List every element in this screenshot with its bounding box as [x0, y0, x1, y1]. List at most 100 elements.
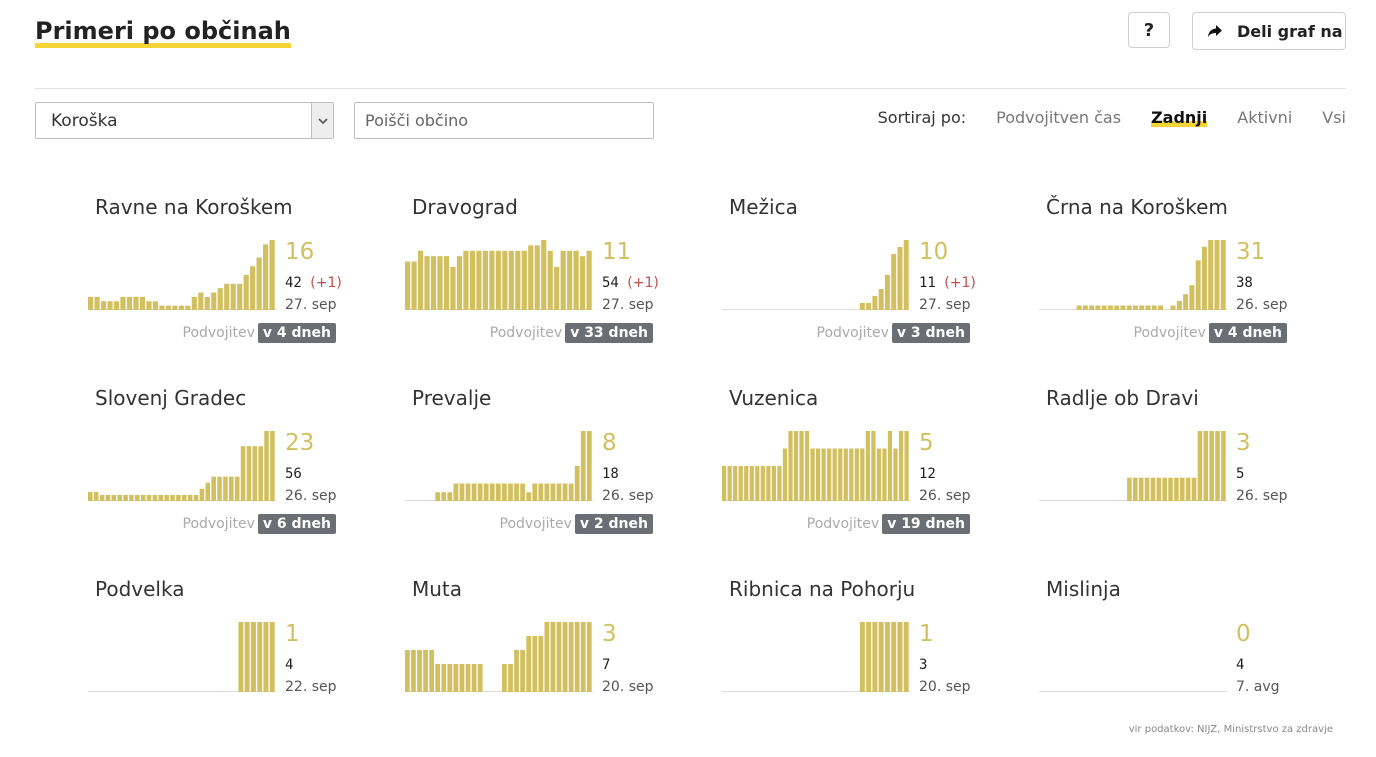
sparkline-bar	[191, 296, 197, 311]
sparkline-bar	[185, 305, 191, 311]
region-select[interactable]: Koroška	[35, 102, 334, 139]
share-arrow-icon	[1208, 25, 1222, 37]
sparkline-bar	[165, 305, 171, 311]
sparkline-bar	[471, 664, 477, 692]
sparkline-bar	[456, 256, 463, 310]
sparkline-bar	[544, 483, 550, 501]
sparkline-bar	[843, 448, 848, 501]
last-update-date: 20. sep	[602, 679, 654, 695]
sparkline-bar	[111, 494, 117, 501]
sparkline-bar	[405, 650, 410, 692]
municipality-card[interactable]: Slovenj Gradec 23 56 26. sep Podvojitev v 6 d…	[88, 386, 348, 556]
last-update-date: 27. sep	[919, 297, 971, 313]
sparkline-bar	[788, 431, 793, 501]
sparkline-bar	[573, 250, 579, 310]
doubling-label: Podvojitev	[489, 325, 563, 341]
total-cases-value: 42	[285, 275, 302, 291]
sparkline-chart	[88, 431, 276, 501]
sparkline-bar	[1168, 477, 1173, 501]
municipality-card[interactable]: Vuzenica 5 12 26. sep Podvojitev v 19 dneh	[722, 386, 982, 556]
sort-option-active[interactable]: Aktivni	[1237, 108, 1293, 127]
sparkline-bar	[411, 650, 416, 692]
active-cases: 3	[1236, 430, 1251, 456]
sparkline-bar	[176, 494, 181, 501]
sparkline-bar	[158, 494, 164, 501]
active-cases: 10	[919, 239, 949, 265]
sparkline-bar	[1220, 240, 1226, 310]
sparkline-bar	[893, 448, 898, 501]
sparkline-bar	[502, 664, 507, 692]
share-button[interactable]: Deli graf na	[1192, 12, 1346, 50]
sparkline-bar	[562, 622, 568, 692]
sparkline-bar	[1145, 305, 1151, 310]
sparkline-bar	[884, 275, 890, 310]
sparkline-chart	[722, 431, 910, 501]
sparkline-bar	[871, 431, 876, 501]
sparkline-bar	[105, 494, 111, 501]
sparkline-bar	[897, 622, 903, 692]
sparkline-chart	[88, 622, 276, 692]
last-update-date: 26. sep	[1236, 488, 1288, 504]
page-title: Primeri po občinah	[35, 14, 291, 48]
municipality-card[interactable]: Mislinja 0 4 7. avg	[1039, 577, 1299, 747]
municipality-card[interactable]: Radlje ob Dravi 3 5 26. sep	[1039, 386, 1299, 556]
sparkline-bar	[534, 245, 540, 310]
sparkline-bar	[872, 622, 878, 692]
sort-option-latest[interactable]: Zadnji	[1151, 108, 1208, 127]
sparkline-bar	[263, 622, 269, 692]
sparkline-bar	[580, 622, 586, 692]
municipality-card[interactable]: Dravograd 11 54 (+1) 27. sep Podvojitev v 33 …	[405, 195, 665, 365]
sparkline-bar	[459, 664, 465, 692]
sparkline-bar	[1082, 305, 1088, 310]
sparkline-bar	[223, 476, 228, 501]
active-cases: 5	[919, 430, 934, 456]
sort-option-all[interactable]: Vsi	[1322, 108, 1346, 127]
municipality-card[interactable]: Ravne na Koroškem 16 42 (+1) 27. sep Podvoji…	[88, 195, 348, 365]
sparkline-bar	[135, 494, 140, 501]
municipality-name: Radlje ob Dravi	[1046, 386, 1199, 410]
sparkline-bar	[580, 431, 586, 501]
municipality-card[interactable]: Prevalje 8 18 26. sep Podvojitev v 2 dneh	[405, 386, 665, 556]
doubling-badge: v 2 dneh	[574, 514, 653, 534]
municipality-card[interactable]: Podvelka 1 4 22. sep	[88, 577, 348, 747]
sparkline-bar	[562, 483, 568, 501]
municipality-card[interactable]: Črna na Koroškem 31 38 26. sep Podvojitev v 4…	[1039, 195, 1299, 365]
region-select-value: Koroška	[51, 110, 118, 131]
sparkline-bar	[1101, 305, 1107, 310]
sparkline-bar	[435, 664, 441, 692]
total-cases-value: 4	[1236, 657, 1245, 673]
sort-option-doubling[interactable]: Podvojitven čas	[996, 108, 1122, 127]
sparkline-bar	[749, 466, 754, 501]
sparkline-bar	[526, 492, 532, 501]
total-cases: 12	[919, 466, 936, 482]
sparkline-bar	[417, 250, 424, 310]
sparkline-bar	[441, 492, 447, 501]
municipality-card[interactable]: Muta 3 7 20. sep	[405, 577, 665, 747]
municipality-card[interactable]: Mežica 10 11 (+1) 27. sep Podvojitev v 3 dneh	[722, 195, 982, 365]
sparkline-bar	[437, 256, 443, 310]
sparkline-bar	[170, 494, 175, 501]
sparkline-bar	[859, 303, 865, 310]
sparkline-bar	[477, 483, 483, 501]
sparkline-bar	[230, 283, 236, 310]
sparkline-bar	[217, 288, 223, 311]
sparkline-bar	[1114, 305, 1120, 310]
sparkline-bar	[547, 250, 553, 310]
chevron-down-icon[interactable]	[311, 103, 333, 138]
search-input[interactable]	[354, 102, 654, 139]
sparkline-bar	[447, 492, 453, 501]
sparkline-bar	[574, 622, 580, 692]
sparkline-bar	[849, 448, 854, 501]
sparkline-bar	[755, 466, 760, 501]
municipality-card[interactable]: Ribnica na Pohorju 1 3 20. sep	[722, 577, 982, 747]
doubling-label: Podvojitev	[806, 516, 880, 532]
sparkline-bar	[252, 446, 258, 501]
data-source-note: vir podatkov: NIJZ, Ministrstvo za zdrav…	[1128, 724, 1333, 735]
last-update-date: 26. sep	[919, 488, 971, 504]
sparkline-bar	[193, 494, 199, 501]
sparkline-bar	[172, 305, 178, 311]
sparkline-bar	[471, 483, 477, 501]
sparkline-bar	[865, 431, 870, 501]
sparkline-bar	[1176, 300, 1182, 310]
help-button[interactable]: ?	[1128, 12, 1170, 48]
